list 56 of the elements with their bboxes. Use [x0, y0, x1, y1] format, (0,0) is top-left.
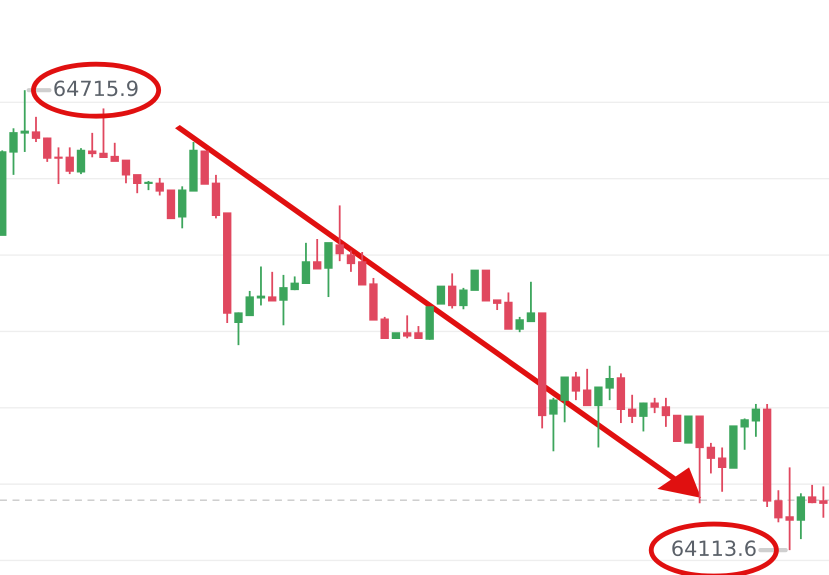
- candlestick: [650, 396, 659, 414]
- candlestick: [279, 274, 288, 326]
- candlestick: [20, 89, 29, 153]
- candlestick: [234, 311, 243, 346]
- candlestick: [582, 368, 592, 406]
- candlestick: [752, 403, 760, 438]
- candlestick: [122, 159, 130, 184]
- candlestick: [740, 418, 749, 451]
- candlestick: [560, 376, 569, 424]
- candlestick: [492, 299, 502, 311]
- candlestick: [110, 142, 119, 162]
- candlestick: [66, 146, 74, 176]
- candlestick: [819, 486, 828, 519]
- candlestick: [380, 316, 389, 340]
- candlestick: [403, 314, 412, 340]
- candlestick: [358, 251, 366, 286]
- candlestick: [594, 386, 603, 448]
- candlestick: [246, 290, 254, 316]
- candlestick: [470, 270, 479, 291]
- candlestick: [156, 177, 164, 196]
- annotation: 64715.9: [54, 80, 138, 96]
- candlestick: [133, 174, 142, 194]
- candlestick: [774, 489, 783, 524]
- candlestick: [290, 276, 299, 292]
- candlestick: [718, 446, 726, 493]
- candlestick: [605, 364, 614, 402]
- annotation: 64113.6: [672, 540, 756, 556]
- candlestick: [99, 108, 108, 158]
- candlestick: [526, 280, 536, 322]
- candlestick: [54, 146, 63, 185]
- candlestick: [459, 286, 468, 310]
- candlestick: [662, 396, 670, 428]
- candlestick: [336, 204, 344, 262]
- candlestick: [144, 180, 153, 192]
- candlestick: [9, 127, 18, 176]
- candlestick: [32, 116, 40, 143]
- candlestick: [515, 316, 524, 334]
- candlestick: [628, 394, 636, 424]
- candlestick: [785, 466, 794, 552]
- candlestick: [448, 272, 456, 310]
- candlestick: [88, 132, 96, 158]
- candlestick: [436, 286, 446, 305]
- candlestick: [706, 442, 716, 474]
- candlestick: [346, 250, 356, 273]
- candlestick: [796, 492, 806, 540]
- candlestick: [268, 270, 276, 302]
- candlestick: [256, 266, 266, 306]
- candlestick: [572, 370, 580, 402]
- candlestick: [313, 238, 322, 270]
- candlestick: [549, 396, 558, 452]
- candlestick: [76, 147, 86, 176]
- candlestick: [414, 325, 423, 340]
- candlestick: [639, 402, 648, 432]
- candlestick: [302, 242, 310, 284]
- candlestick: [43, 136, 52, 163]
- candlestick: [808, 484, 816, 504]
